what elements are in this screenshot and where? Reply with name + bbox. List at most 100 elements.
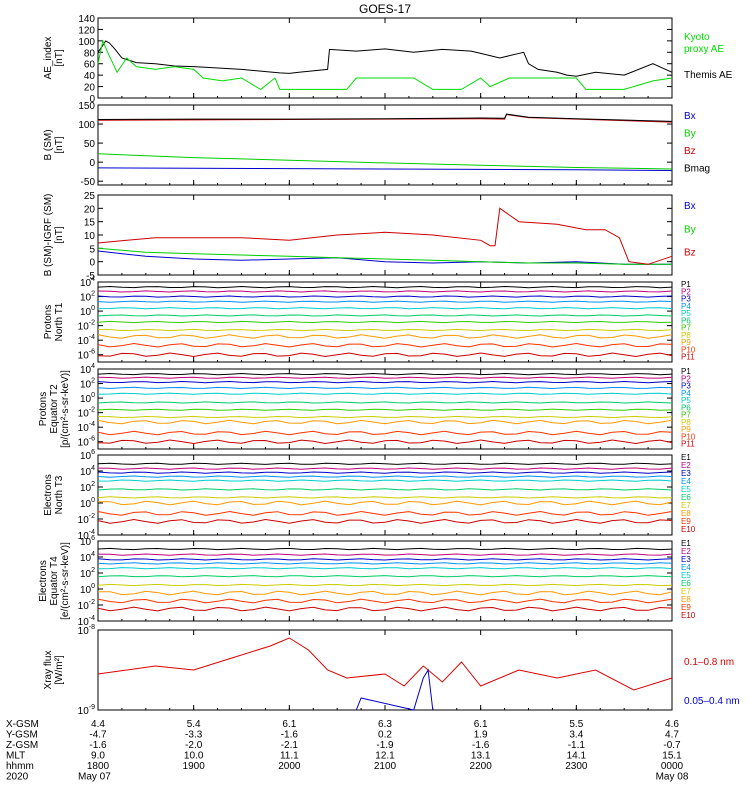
- channel-line: [97, 419, 673, 425]
- channel-line: [97, 606, 673, 612]
- y-tick-label: 0: [89, 94, 95, 105]
- chart-title: GOES-17: [359, 2, 411, 16]
- channel-line: [97, 567, 673, 570]
- y-tick-label: 150: [78, 101, 95, 112]
- channel-line: [97, 300, 673, 303]
- y-tick-label-exponent: 4: [91, 276, 95, 283]
- y-tick-label: 106: [80, 535, 95, 548]
- legend-label: P2: [681, 374, 691, 383]
- y-tick-label-exponent: 0: [91, 305, 95, 312]
- channel-line: [98, 415, 673, 419]
- y-tick-label-exponent: -4: [89, 421, 95, 428]
- ephemeris-cell: 2200: [470, 761, 493, 772]
- y-tick-label: 140: [78, 14, 95, 25]
- channel-line: [97, 583, 673, 587]
- ephemeris-cell: -1.1: [568, 740, 586, 751]
- ephemeris-cell: 1900: [183, 761, 206, 772]
- ephemeris-cell: 2100: [374, 761, 397, 772]
- series-line: [97, 637, 673, 691]
- legend-label: P8: [681, 331, 691, 340]
- channel-line: [97, 598, 673, 604]
- channel-line: [97, 334, 673, 339]
- legend-label: E7: [681, 587, 691, 596]
- y-axis-label-line: Equator T4: [49, 556, 60, 606]
- y-tick-label: 10-2: [78, 320, 95, 333]
- series-line: [97, 40, 673, 77]
- legend-label: E6: [681, 493, 691, 502]
- y-tick-label: 100: [78, 37, 95, 48]
- ephemeris-cell: -1.6: [89, 740, 107, 751]
- ephemeris-row-label: Y-GSM: [6, 730, 38, 741]
- channel-line: [97, 553, 673, 556]
- ephemeris-cell: 0.2: [378, 730, 392, 741]
- channel-line: [97, 547, 673, 551]
- y-axis-label-line: [nT]: [54, 226, 65, 243]
- legend-label: P6: [681, 316, 691, 325]
- y-tick-label: 25: [84, 191, 96, 202]
- legend-label: E6: [681, 579, 691, 588]
- y-tick-label-exponent: 2: [91, 567, 95, 574]
- legend-label: E2: [681, 461, 691, 470]
- y-tick-label: 5: [89, 244, 95, 255]
- legend-label: 0.1–0.8 nm: [684, 657, 734, 668]
- y-axis-label-line: Protons: [43, 305, 54, 339]
- y-tick-label: 104: [80, 363, 95, 376]
- channel-line: [97, 430, 673, 436]
- ephemeris-cell: -2.1: [281, 740, 299, 751]
- y-tick-label: 0: [89, 158, 95, 169]
- ephemeris-cell: May 08: [656, 772, 689, 783]
- legend-label: E7: [681, 501, 691, 510]
- channel-line: [97, 467, 673, 470]
- channel-line: [97, 439, 673, 445]
- legend-label: P8: [681, 418, 691, 427]
- legend-label: 0.05–0.4 nm: [684, 696, 740, 707]
- y-tick-label: 10-8: [78, 624, 95, 637]
- legend-label: Kyoto: [684, 32, 710, 43]
- legend-label: Bz: [684, 146, 696, 157]
- y-tick-label: 60: [84, 60, 96, 71]
- series-line: [97, 167, 673, 171]
- y-axis-label-line: Electrons: [43, 474, 54, 516]
- ephemeris-cell: 9.0: [91, 751, 105, 762]
- y-tick-label-exponent: -2: [89, 599, 95, 606]
- legend-label: By: [684, 224, 696, 235]
- legend-label: E8: [681, 509, 691, 518]
- y-axis-label-line: Protons: [38, 392, 49, 426]
- legend-label: P2: [681, 287, 691, 296]
- y-tick-label-exponent: -2: [89, 320, 95, 327]
- y-axis-label-line: B (SM)-IGRF (SM): [43, 194, 54, 277]
- y-axis-label-line: [e/(cm²-s-sr-keV)]: [60, 542, 71, 620]
- channel-line: [97, 372, 673, 376]
- ephemeris-cell: 2000: [278, 761, 301, 772]
- series-line: [97, 247, 672, 265]
- ephemeris-cell: 11.1: [280, 751, 299, 762]
- legend-label: E10: [681, 525, 696, 534]
- ephemeris-cell: 4.7: [665, 730, 679, 741]
- channel-line: [97, 479, 673, 482]
- legend-label: Bz: [684, 248, 696, 259]
- y-tick-label: 10-2: [78, 513, 95, 526]
- ephemeris-cell: 4.4: [91, 719, 105, 730]
- legend-label: E9: [681, 517, 691, 526]
- legend-label: P9: [681, 338, 691, 347]
- y-axis-label: ProtonsNorth T1: [43, 302, 65, 341]
- ephemeris-cell: 10.0: [184, 751, 204, 762]
- legend-label: P4: [681, 302, 691, 311]
- ephemeris-cell: 14.1: [567, 751, 587, 762]
- y-tick-label: 100: [80, 583, 95, 596]
- legend-label: P1: [681, 280, 691, 289]
- y-tick-label-exponent: 2: [91, 481, 95, 488]
- y-tick-label-exponent: -2: [89, 407, 95, 414]
- y-axis-label-line: Electrons: [38, 560, 49, 602]
- panel-xray: 10-8 10-9 Xray flux[W/m²] 0.1–0.8 nm 0.05–0.…: [43, 624, 740, 717]
- y-tick-label-exponent: 6: [91, 449, 95, 456]
- y-tick-label: 104: [80, 465, 95, 478]
- legend-label: E2: [681, 547, 691, 556]
- y-tick-label: 100: [80, 305, 95, 318]
- legend-label: E4: [681, 477, 691, 486]
- y-axis-label-line: [W/m²]: [54, 655, 65, 685]
